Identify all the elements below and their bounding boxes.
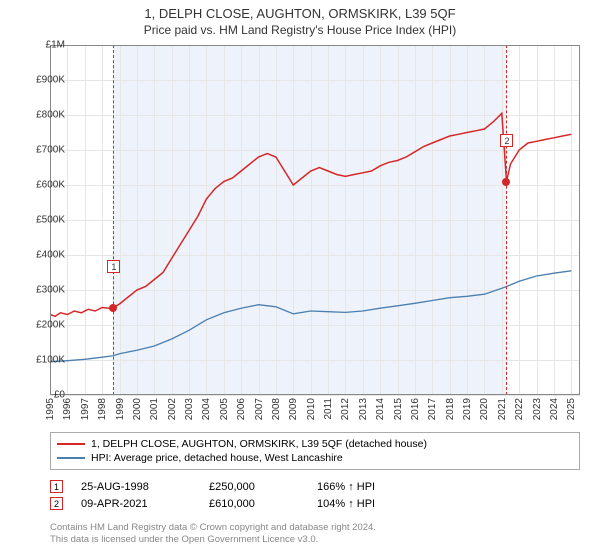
transaction-price: £250,000 xyxy=(209,481,299,493)
transaction-row: 2 09-APR-2021 £610,000 104% ↑ HPI xyxy=(50,495,580,512)
transaction-pct: 104% ↑ HPI xyxy=(317,498,427,510)
footer-line: This data is licensed under the Open Gov… xyxy=(50,534,580,546)
legend-label: HPI: Average price, detached house, West… xyxy=(91,452,343,464)
chart-lines xyxy=(50,45,580,395)
x-tick-label: 2005 xyxy=(219,398,230,420)
y-tick-label: £600K xyxy=(25,180,65,191)
x-tick-label: 1996 xyxy=(62,398,73,420)
y-tick-label: £200K xyxy=(25,320,65,331)
x-tick-label: 2010 xyxy=(306,398,317,420)
transaction-point-dot xyxy=(502,178,510,186)
chart-plot-area: 12 xyxy=(50,45,580,395)
legend: 1, DELPH CLOSE, AUGHTON, ORMSKIRK, L39 5… xyxy=(50,432,580,470)
x-tick-label: 2004 xyxy=(201,398,212,420)
x-tick-label: 1995 xyxy=(45,398,56,420)
x-tick-label: 2017 xyxy=(427,398,438,420)
x-tick-label: 1998 xyxy=(97,398,108,420)
x-tick-label: 1997 xyxy=(80,398,91,420)
chart-title: 1, DELPH CLOSE, AUGHTON, ORMSKIRK, L39 5… xyxy=(0,0,600,21)
y-tick-label: £800K xyxy=(25,110,65,121)
legend-row: 1, DELPH CLOSE, AUGHTON, ORMSKIRK, L39 5… xyxy=(57,437,573,451)
x-tick-label: 2015 xyxy=(393,398,404,420)
x-tick-label: 2008 xyxy=(271,398,282,420)
x-tick-label: 2023 xyxy=(532,398,543,420)
x-tick-label: 2018 xyxy=(445,398,456,420)
y-tick-label: £500K xyxy=(25,215,65,226)
x-tick-label: 2025 xyxy=(566,398,577,420)
legend-swatch xyxy=(57,443,85,445)
x-tick-label: 2016 xyxy=(410,398,421,420)
footer-disclaimer: Contains HM Land Registry data © Crown c… xyxy=(50,522,580,547)
x-tick-label: 2024 xyxy=(549,398,560,420)
transaction-marker-icon: 2 xyxy=(50,497,63,510)
transaction-price: £610,000 xyxy=(209,498,299,510)
x-tick-label: 2002 xyxy=(167,398,178,420)
x-tick-label: 2020 xyxy=(479,398,490,420)
series-line xyxy=(50,271,571,362)
chart-subtitle: Price paid vs. HM Land Registry's House … xyxy=(0,21,600,41)
x-tick-label: 2019 xyxy=(462,398,473,420)
legend-row: HPI: Average price, detached house, West… xyxy=(57,451,573,465)
x-tick-label: 2006 xyxy=(236,398,247,420)
transaction-marker-box: 1 xyxy=(107,260,120,273)
transaction-point-dot xyxy=(109,304,117,312)
x-tick-label: 2012 xyxy=(340,398,351,420)
x-tick-label: 2009 xyxy=(288,398,299,420)
x-tick-label: 2014 xyxy=(375,398,386,420)
x-tick-label: 2013 xyxy=(358,398,369,420)
y-tick-label: £900K xyxy=(25,75,65,86)
y-tick-label: £300K xyxy=(25,285,65,296)
transaction-row: 1 25-AUG-1998 £250,000 166% ↑ HPI xyxy=(50,478,580,495)
y-tick-label: £1M xyxy=(25,40,65,51)
y-tick-label: £100K xyxy=(25,355,65,366)
transaction-date: 25-AUG-1998 xyxy=(81,481,191,493)
y-tick-label: £400K xyxy=(25,250,65,261)
legend-label: 1, DELPH CLOSE, AUGHTON, ORMSKIRK, L39 5… xyxy=(91,438,427,450)
series-line xyxy=(50,113,571,316)
x-tick-label: 2021 xyxy=(497,398,508,420)
x-tick-label: 2000 xyxy=(132,398,143,420)
x-tick-label: 2003 xyxy=(184,398,195,420)
x-tick-label: 2022 xyxy=(514,398,525,420)
footer-line: Contains HM Land Registry data © Crown c… xyxy=(50,522,580,534)
transaction-pct: 166% ↑ HPI xyxy=(317,481,427,493)
y-tick-label: £700K xyxy=(25,145,65,156)
x-tick-label: 1999 xyxy=(115,398,126,420)
x-tick-label: 2011 xyxy=(323,398,334,420)
x-tick-label: 2001 xyxy=(149,398,160,420)
transaction-marker-box: 2 xyxy=(500,134,513,147)
legend-swatch xyxy=(57,457,85,459)
transaction-date: 09-APR-2021 xyxy=(81,498,191,510)
transactions-table: 1 25-AUG-1998 £250,000 166% ↑ HPI 2 09-A… xyxy=(50,478,580,512)
x-tick-label: 2007 xyxy=(254,398,265,420)
transaction-marker-icon: 1 xyxy=(50,480,63,493)
